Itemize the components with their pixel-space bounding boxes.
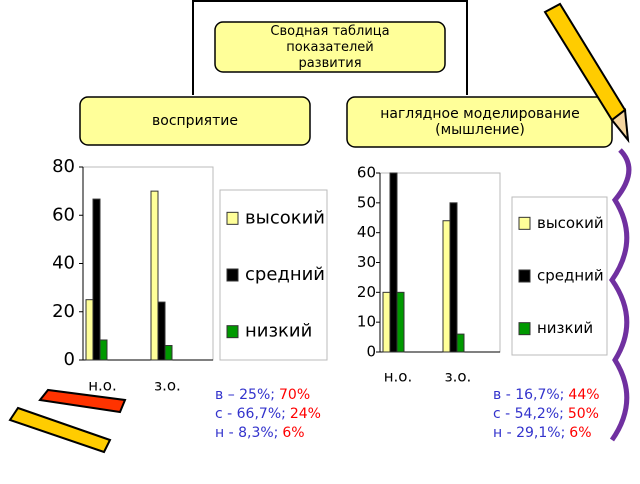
note-part: с - 54,2%; [493, 406, 564, 422]
bar [150, 190, 159, 361]
note: с - 54,2%; 50% [493, 406, 599, 422]
y-tick-label: 40 [357, 223, 376, 241]
legend-label: низкий [537, 319, 593, 337]
connector [192, 0, 468, 95]
plot-area [82, 166, 214, 361]
y-tick-label: 50 [357, 193, 376, 211]
y-tick-label: 20 [357, 283, 376, 301]
y-tick-label: 30 [357, 253, 376, 271]
note-part: н - 8,3%; [215, 425, 278, 441]
note-part: в - 16,7%; [493, 387, 564, 403]
legend-swatch [226, 325, 239, 339]
note-part: 44% [568, 387, 599, 403]
bar [449, 202, 458, 353]
note-part: в – 25%; [215, 387, 275, 403]
bar [396, 291, 405, 353]
bar [85, 299, 94, 361]
legend-swatch [518, 216, 531, 230]
legend-swatch [518, 322, 531, 336]
note: в – 25%; 70% [215, 387, 310, 403]
x-tick-label: н.о. [384, 368, 413, 386]
note: с - 66,7%; 24% [215, 406, 321, 422]
node-box [79, 96, 311, 146]
bar [92, 198, 101, 361]
node-label: восприятие [152, 113, 238, 129]
pencil [8, 2, 630, 454]
decoration [608, 148, 632, 442]
note: н - 29,1%; 6% [493, 425, 592, 441]
bar [157, 301, 166, 361]
bar [456, 333, 465, 353]
bar [382, 291, 391, 353]
note: в - 16,7%; 44% [493, 387, 600, 403]
y-tick-label: 10 [357, 313, 376, 331]
legend-swatch [226, 268, 239, 282]
y-tick-label: 40 [52, 253, 75, 274]
bar [99, 339, 108, 361]
y-tick-label: 60 [357, 164, 376, 182]
note-part: 6% [569, 425, 591, 441]
y-tick-label: 60 [52, 204, 75, 225]
legend-label: высокий [245, 207, 325, 228]
y-tick-label: 20 [52, 301, 75, 322]
legend-label: средний [245, 264, 325, 285]
note-part: с - 66,7%; [215, 406, 286, 422]
note-part: н - 29,1%; [493, 425, 565, 441]
root-label: Сводная таблица показателей развития [270, 24, 389, 71]
y-tick-label: 0 [64, 349, 75, 370]
y-tick-label: 0 [366, 343, 376, 361]
bar [442, 220, 451, 353]
legend-label: высокий [537, 214, 604, 232]
note-part: 6% [282, 425, 304, 441]
note-part: 70% [279, 387, 310, 403]
x-tick-label: н.о. [88, 377, 117, 395]
legend-label: средний [537, 267, 604, 285]
x-tick-label: з.о. [445, 368, 472, 386]
note-part: 50% [568, 406, 599, 422]
root-box [214, 21, 446, 73]
bar [389, 172, 398, 353]
legend-label: низкий [245, 321, 312, 342]
node-label: наглядное моделирование (мышление) [380, 106, 580, 138]
note: н - 8,3%; 6% [215, 425, 305, 441]
legend-swatch [226, 211, 239, 225]
legend-swatch [518, 269, 531, 283]
note-part: 24% [290, 406, 321, 422]
x-tick-label: з.о. [154, 377, 181, 395]
y-tick-label: 80 [52, 156, 75, 177]
node-box [346, 96, 613, 148]
bar [164, 345, 173, 361]
